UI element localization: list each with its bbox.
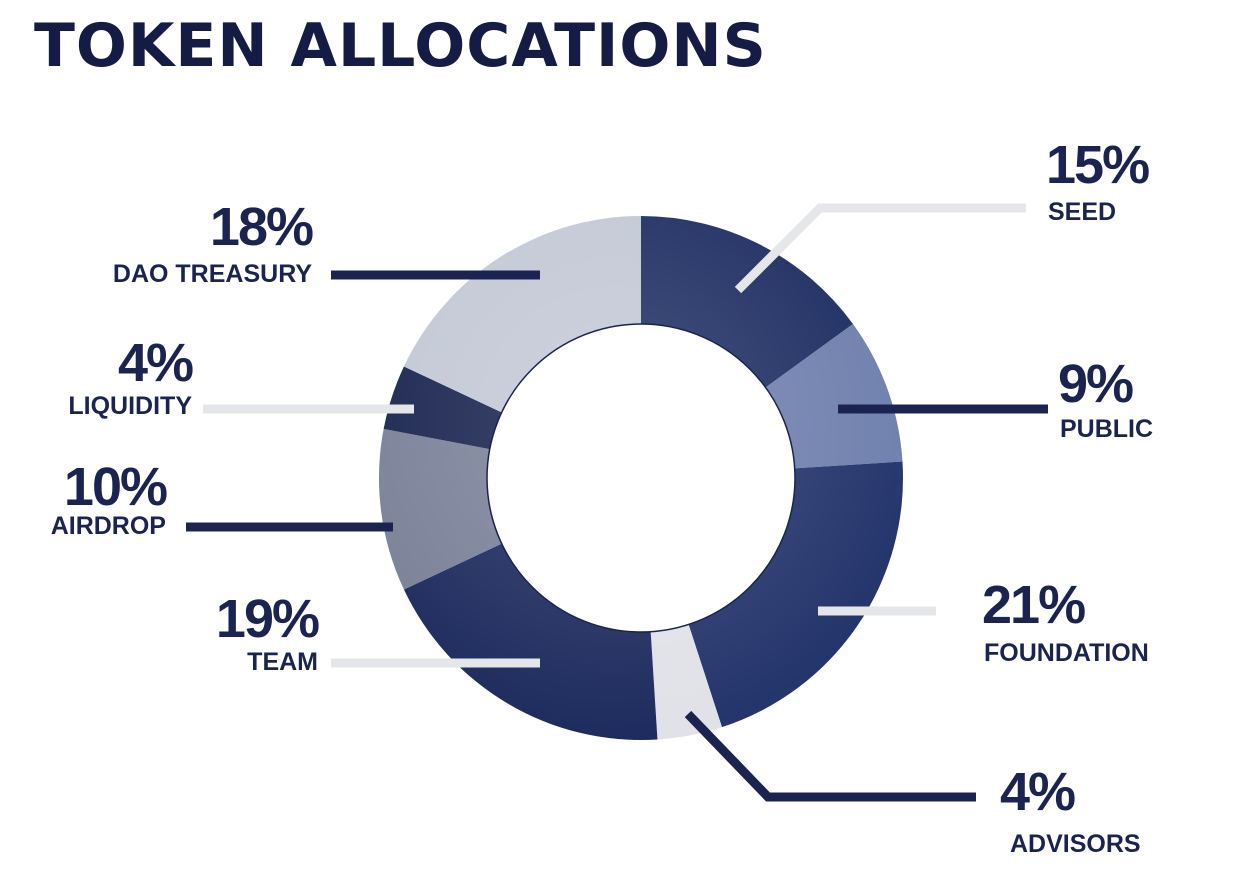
slice-label-airdrop: AIRDROP: [50, 512, 166, 540]
slice-label-foundation: FOUNDATION: [984, 639, 1149, 667]
slice-value-airdrop: 10%: [63, 457, 168, 517]
leader-line-advisors: [684, 710, 976, 802]
slice-value-foundation: 21%: [982, 575, 1086, 635]
slice-label-public: PUBLIC: [1060, 415, 1154, 443]
slice-value-public: 9%: [1058, 354, 1134, 414]
slice-label-dao-treasury: DAO TREASURY: [112, 260, 312, 288]
slice-value-dao-treasury: 18%: [209, 197, 314, 257]
slice-value-seed: 15%: [1046, 135, 1150, 195]
slice-label-seed: SEED: [1048, 198, 1117, 226]
slice-value-advisors: 4%: [1000, 762, 1076, 822]
chart-title: TOKEN ALLOCATIONS: [34, 11, 767, 81]
leader-line-seed: [734, 203, 1026, 294]
slice-label-liquidity: LIQUIDITY: [68, 392, 192, 420]
slice-value-liquidity: 4%: [117, 333, 194, 393]
slice-value-team: 19%: [215, 589, 320, 649]
donut-hole: [486, 323, 796, 633]
slice-label-advisors: ADVISORS: [1010, 830, 1141, 858]
slice-label-team: TEAM: [247, 648, 318, 676]
